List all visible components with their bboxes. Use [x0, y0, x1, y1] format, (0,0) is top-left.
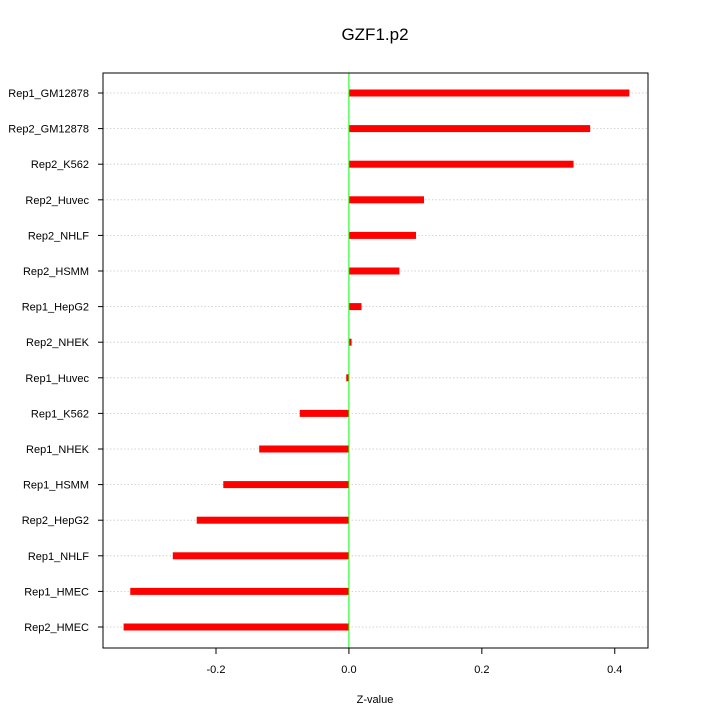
y-tick-label: Rep1_GM12878 — [8, 88, 89, 100]
x-axis-label: Z-value — [357, 694, 394, 706]
chart-title: GZF1.p2 — [341, 25, 408, 44]
y-tick-label: Rep2_HepG2 — [22, 515, 89, 527]
y-tick-label: Rep1_Huvec — [25, 373, 89, 385]
x-tick-label: 0.2 — [474, 664, 489, 676]
bar — [348, 160, 574, 168]
plot-frame — [102, 72, 649, 649]
bar — [348, 231, 417, 239]
gridlines — [103, 92, 648, 628]
bar — [130, 587, 349, 595]
x-tick-label: 0.0 — [341, 664, 356, 676]
y-tick-label: Rep2_GM12878 — [8, 124, 89, 136]
bar — [346, 374, 349, 382]
y-tick-label: Rep1_K562 — [31, 408, 89, 420]
y-tick-label: Rep2_HMEC — [24, 622, 89, 634]
bar — [348, 267, 400, 275]
bar — [223, 481, 349, 489]
y-axis: Rep1_GM12878 Rep2_GM12878 Rep2_K562 Rep2_Hu… — [8, 88, 103, 634]
x-axis: -0.2 0.0 0.2 0.4 — [207, 648, 622, 676]
y-tick-label: Rep1_HMEC — [24, 586, 89, 598]
bar — [348, 89, 630, 97]
bar — [348, 303, 362, 311]
bar — [259, 445, 349, 453]
y-tick-label: Rep2_NHEK — [26, 337, 90, 349]
y-tick-label: Rep2_Huvec — [25, 195, 89, 207]
y-tick-label: Rep1_NHLF — [28, 551, 89, 563]
bar — [348, 196, 425, 204]
bar — [196, 516, 349, 524]
y-tick-label: Rep2_HSMM — [23, 266, 89, 278]
x-tick-label: 0.4 — [607, 664, 622, 676]
y-tick-label: Rep1_HSMM — [23, 480, 89, 492]
bar — [299, 409, 349, 417]
y-tick-label: Rep2_K562 — [31, 159, 89, 171]
y-tick-label: Rep2_NHLF — [28, 230, 89, 242]
bar — [348, 338, 352, 346]
x-tick-label: -0.2 — [207, 664, 226, 676]
bar — [348, 125, 591, 133]
y-tick-label: Rep1_NHEK — [26, 444, 90, 456]
bar — [172, 552, 349, 560]
bar — [123, 623, 349, 631]
y-tick-label: Rep1_HepG2 — [22, 302, 89, 314]
bars — [123, 89, 630, 631]
